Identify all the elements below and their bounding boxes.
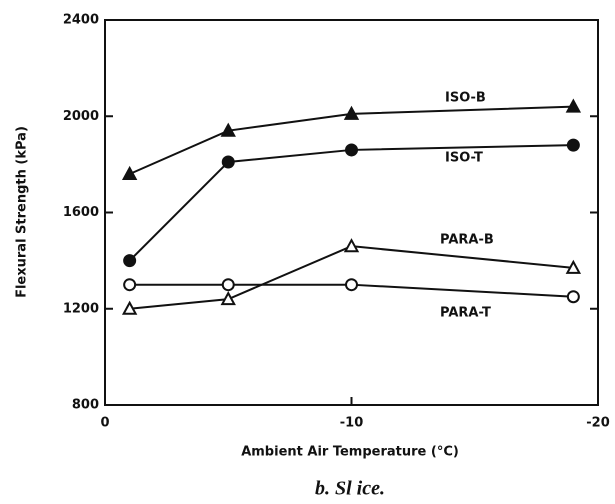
x-tick-label: -20	[586, 416, 610, 431]
y-tick-label: 800	[72, 398, 99, 413]
marker	[345, 278, 358, 292]
series-label: PARA-T	[440, 306, 491, 321]
y-tick-label: 2400	[63, 13, 99, 28]
marker	[121, 165, 138, 180]
series-label: ISO-T	[445, 151, 483, 166]
marker	[221, 155, 235, 169]
marker	[345, 143, 358, 157]
y-tick-label: 1200	[63, 301, 99, 316]
marker	[343, 238, 360, 253]
series-label: ISO-B	[445, 91, 486, 106]
series-line	[129, 245, 574, 310]
marker	[566, 138, 580, 152]
x-tick-label: -10	[340, 416, 364, 431]
marker	[343, 105, 360, 120]
y-tick-label: 1600	[63, 205, 99, 220]
series-line	[128, 144, 574, 262]
x-tick-label: 0	[100, 416, 109, 431]
marker	[565, 98, 582, 113]
y-tick-label: 2000	[63, 109, 99, 124]
marker	[220, 122, 236, 137]
caption: b. Sl ice.	[315, 478, 385, 500]
x-axis-label: Ambient Air Temperature (°C)	[241, 445, 459, 460]
marker	[121, 300, 138, 315]
marker	[123, 278, 137, 292]
marker	[123, 254, 137, 268]
series-line	[129, 283, 574, 298]
marker	[221, 278, 235, 292]
marker	[565, 259, 582, 274]
series-label: PARA-B	[440, 233, 494, 248]
marker	[220, 291, 236, 306]
marker	[566, 290, 580, 304]
y-axis-label: Flexural Strength (kPa)	[15, 126, 30, 298]
series-line	[129, 105, 574, 175]
